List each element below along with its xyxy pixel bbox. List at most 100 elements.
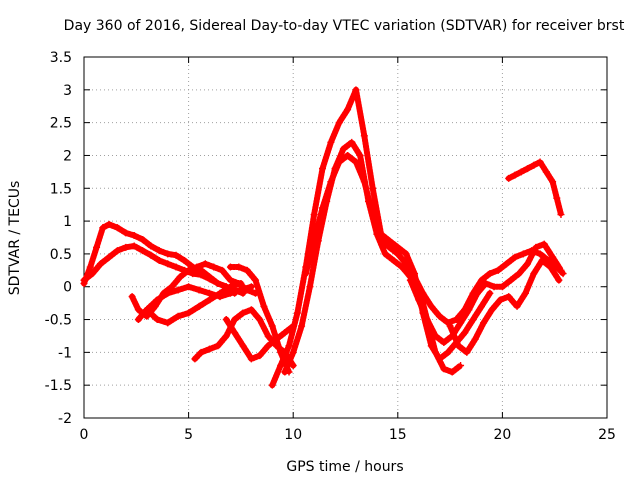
data-point-plus [498,283,506,291]
y-tick-label: -1.5 [45,378,72,394]
data-point-plus [147,242,155,250]
data-point-plus [310,237,318,245]
data-point-plus [105,253,113,261]
data-point-plus [431,348,439,356]
data-point-plus [490,283,498,291]
data-point-plus [206,289,214,297]
data-point-plus [134,306,142,314]
data-point-plus [268,322,276,330]
data-point-plus [197,271,205,279]
data-point-plus [195,302,203,310]
data-point-plus [256,352,264,360]
data-point-plus [406,276,414,284]
data-point-plus [93,243,101,251]
data-point-plus [318,165,326,173]
data-point-plus [122,243,130,251]
data-point-plus [377,237,385,245]
data-point-plus [128,293,136,301]
data-point-plus [155,256,163,264]
series-trace [143,280,244,326]
data-point-plus [310,211,318,219]
data-point-plus [352,158,360,166]
data-point-plus [505,174,513,182]
data-point-plus [172,263,180,271]
data-point-plus [139,247,147,255]
data-point-plus [402,260,410,268]
x-axis-label: GPS time / hours [286,459,403,475]
data-point-plus [344,151,352,159]
data-point-plus [113,224,121,232]
series-satellite-arc-5 [143,279,245,327]
data-point-plus [174,286,182,294]
y-tick-label: 1 [63,214,72,230]
data-point-plus [547,263,555,271]
data-point-plus [532,243,540,251]
data-point-plus [289,348,297,356]
y-tick-label: 0.5 [50,247,72,263]
data-point-plus [130,232,138,240]
data-point-plus [239,309,247,317]
data-point-plus [423,316,431,324]
data-point-plus [482,279,490,287]
data-point-plus [197,348,205,356]
data-point-plus [344,106,352,114]
data-point-plus [231,329,239,337]
data-point-plus [536,250,544,258]
data-point-plus [549,253,557,261]
x-tick-label: 15 [389,427,407,443]
data-point-plus [352,86,360,94]
data-point-plus [268,381,276,389]
data-point-plus [473,289,481,297]
data-point-plus [264,332,272,340]
data-point-plus [513,302,521,310]
data-point-plus [206,296,214,304]
data-point-plus [463,348,471,356]
series-satellite-arc-8 [226,263,293,376]
data-point-plus [226,263,234,271]
data-point-plus [206,275,214,283]
data-point-plus [80,276,88,284]
data-point-plus [247,355,255,363]
data-point-plus [440,339,448,347]
y-tick-label: 3.5 [50,50,72,66]
y-tick-label: 2 [63,148,72,164]
data-point-plus [505,293,513,301]
data-point-plus [444,348,452,356]
data-point-plus [318,204,326,212]
data-point-plus [536,158,544,166]
data-point-plus [469,316,477,324]
data-point-plus [457,361,465,369]
data-point-plus [477,276,485,284]
data-layer [80,86,567,389]
data-point-plus [153,296,161,304]
series-trace [505,159,564,218]
data-point-plus [99,224,107,232]
series-satellite-arc-12 [406,240,565,347]
data-point-plus [226,276,234,284]
x-tick-label: 10 [284,427,302,443]
data-point-plus [356,151,364,159]
data-point-plus [155,247,163,255]
data-point-plus [293,309,301,317]
data-point-plus [105,220,113,228]
data-point-plus [530,270,538,278]
data-point-plus [557,266,565,274]
data-point-plus [218,266,226,274]
data-point-plus [369,184,377,192]
data-point-plus [348,138,356,146]
data-point-plus [369,211,377,219]
data-point-plus [360,178,368,186]
axis-layer: 0 5 10 15 20 25 -2 -1.5 -1 -0.5 0 0.5 1 1.5 2 2.5 3 3.5 [45,50,616,443]
data-point-plus [235,263,243,271]
x-tick-label: 5 [184,427,193,443]
data-point-plus [398,263,406,271]
data-point-plus [214,342,222,350]
data-point-plus [243,266,251,274]
data-point-plus [327,138,335,146]
data-point-plus [411,273,419,281]
data-point-plus [264,342,272,350]
data-point-plus [214,279,222,287]
y-tick-label: 0 [63,280,72,296]
data-point-plus [446,322,454,330]
